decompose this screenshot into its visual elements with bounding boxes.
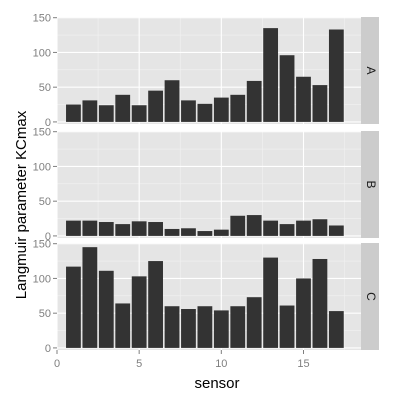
- x-tick-label: 5: [136, 358, 142, 370]
- y-tick-label: 50: [39, 308, 51, 320]
- bar-C-15: [296, 278, 311, 348]
- x-tick-label: 0: [54, 358, 60, 370]
- bar-B-14: [279, 224, 295, 236]
- y-tick-label: 50: [39, 196, 51, 208]
- bar-A-5: [131, 105, 147, 122]
- bar-B-9: [197, 231, 213, 236]
- y-tick-label: 150: [33, 239, 51, 251]
- y-tick-label: 0: [45, 343, 51, 355]
- bar-C-7: [164, 306, 180, 348]
- bar-B-4: [115, 224, 131, 236]
- strip-background: [361, 17, 379, 124]
- strip-label-C: C: [364, 292, 378, 301]
- bar-C-9: [197, 306, 213, 348]
- strip-label-A: A: [364, 66, 378, 74]
- bar-B-17: [328, 225, 344, 236]
- bar-C-11: [230, 306, 246, 348]
- bar-B-12: [246, 215, 262, 236]
- bar-B-16: [312, 219, 328, 236]
- facet-panel-A: 0 50 100 150 A: [33, 13, 379, 129]
- y-tick-label: 150: [33, 127, 51, 139]
- y-tick-label: 150: [33, 13, 51, 25]
- facet-panel-C: 0 50 100 150 C: [33, 239, 379, 355]
- bar-C-17: [328, 311, 344, 348]
- bar-A-14: [279, 55, 295, 122]
- bar-C-1: [66, 266, 81, 348]
- bar-B-2: [82, 220, 98, 236]
- bar-A-8: [181, 100, 196, 122]
- y-tick-label: 0: [45, 117, 51, 129]
- bar-A-17: [328, 29, 344, 122]
- bar-C-13: [263, 257, 279, 348]
- bar-A-9: [197, 103, 213, 122]
- bar-A-15: [296, 76, 311, 122]
- x-tick-label: 15: [297, 358, 309, 370]
- bar-A-11: [230, 94, 246, 122]
- facet-panels: 0 50 100 150 A 0 50 100 150 B 0 50 100 150 C 0 5 10 15: [33, 13, 379, 370]
- x-tick-label: 10: [215, 358, 227, 370]
- bar-C-5: [131, 276, 147, 348]
- bar-A-13: [263, 28, 279, 122]
- bar-C-4: [115, 303, 131, 348]
- bar-B-8: [181, 228, 196, 236]
- bar-C-10: [213, 310, 229, 348]
- y-tick-label: 100: [33, 161, 51, 173]
- y-tick-label: 0: [45, 231, 51, 243]
- bar-B-15: [296, 220, 311, 236]
- y-axis-title: Langmuir parameter KCmax: [13, 110, 30, 299]
- facet-panel-B: 0 50 100 150 B: [33, 127, 379, 243]
- bar-C-12: [246, 297, 262, 348]
- x-axis-title: sensor: [194, 375, 239, 392]
- bar-A-7: [164, 80, 180, 122]
- bar-C-14: [279, 305, 295, 348]
- bar-A-16: [312, 85, 328, 122]
- strip-label-B: B: [364, 180, 378, 188]
- y-tick-label: 100: [33, 273, 51, 285]
- bar-A-4: [115, 94, 131, 122]
- bar-C-2: [82, 247, 98, 348]
- y-tick-label: 100: [33, 47, 51, 59]
- bar-A-3: [98, 105, 114, 122]
- bar-C-16: [312, 258, 328, 348]
- bar-B-1: [66, 220, 81, 236]
- bar-A-12: [246, 80, 262, 122]
- bar-A-2: [82, 100, 98, 122]
- bar-C-3: [98, 270, 114, 348]
- bar-B-13: [263, 220, 279, 236]
- bar-B-6: [148, 222, 163, 236]
- bar-A-6: [148, 90, 163, 122]
- bar-C-6: [148, 261, 163, 348]
- bar-C-8: [181, 309, 196, 348]
- bar-A-10: [213, 97, 229, 122]
- bar-B-3: [98, 222, 114, 236]
- y-tick-label: 50: [39, 82, 51, 94]
- strip-background: [361, 131, 379, 238]
- bar-B-5: [131, 221, 147, 236]
- bar-B-7: [164, 228, 180, 236]
- strip-background: [361, 243, 379, 350]
- bar-A-1: [66, 104, 81, 122]
- bar-B-10: [213, 229, 229, 236]
- bar-B-11: [230, 215, 246, 236]
